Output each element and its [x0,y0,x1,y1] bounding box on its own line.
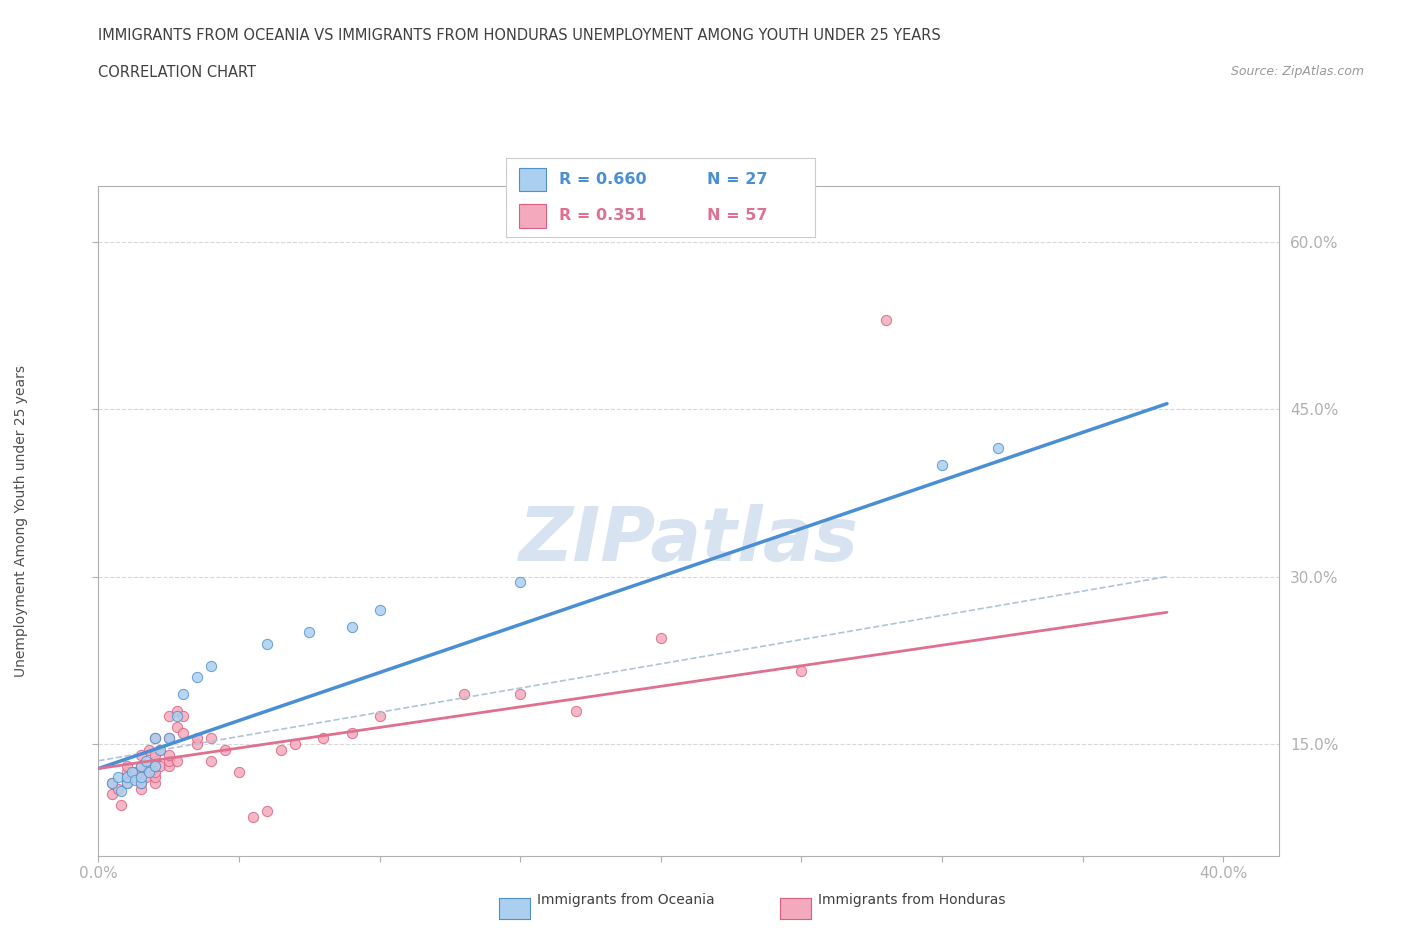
Point [875,312,897,327]
Point [124,764,146,779]
Point [166,720,188,735]
Text: R = 0.660: R = 0.660 [558,172,647,187]
Point [650,631,672,645]
Point [157,748,180,763]
Point [124,772,146,787]
Point [987,441,1010,456]
Point [200,731,222,746]
Bar [519,204,547,228]
Point [101,787,124,802]
Point [143,776,166,790]
Point [172,686,194,701]
Point [115,759,138,774]
Point [138,759,160,774]
Point [228,764,250,779]
Point [115,770,138,785]
Point [143,770,166,785]
Point [143,748,166,763]
Point [107,770,129,785]
Point [143,731,166,746]
Point [284,737,307,751]
Point [166,753,188,768]
Point [129,776,152,790]
Point [340,725,363,740]
Point [509,575,531,590]
Text: Unemployment Among Youth under 25 years: Unemployment Among Youth under 25 years [14,365,28,677]
Point [270,742,292,757]
Point [157,753,180,768]
Point [129,759,152,774]
Point [129,764,152,779]
Point [340,619,363,634]
Point [129,748,152,763]
Text: R = 0.351: R = 0.351 [558,208,647,223]
Point [790,664,813,679]
Point [565,703,588,718]
Bar [519,167,547,192]
Point [143,731,166,746]
Point [256,804,278,818]
Point [129,781,152,796]
Point [298,625,321,640]
Point [101,776,124,790]
Point [129,770,152,785]
Point [172,725,194,740]
Point [214,742,236,757]
Point [453,686,475,701]
Point [115,776,138,790]
Point [157,759,180,774]
Point [312,731,335,746]
Text: Immigrants from Honduras: Immigrants from Honduras [818,893,1005,907]
Point [157,731,180,746]
Point [101,776,124,790]
Point [256,636,278,651]
Text: N = 57: N = 57 [707,208,768,223]
Point [143,753,166,768]
Text: IMMIGRANTS FROM OCEANIA VS IMMIGRANTS FROM HONDURAS UNEMPLOYMENT AMONG YOUTH UND: IMMIGRANTS FROM OCEANIA VS IMMIGRANTS FR… [98,28,941,43]
Text: N = 27: N = 27 [707,172,768,187]
Point [138,764,160,779]
Point [186,737,208,751]
Point [509,686,531,701]
Point [121,770,143,785]
Point [157,709,180,724]
Point [129,759,152,774]
Point [166,709,188,724]
Text: Immigrants from Oceania: Immigrants from Oceania [537,893,714,907]
Point [172,709,194,724]
Point [135,770,157,785]
Point [138,742,160,757]
Text: Source: ZipAtlas.com: Source: ZipAtlas.com [1230,65,1364,78]
Point [200,658,222,673]
Point [149,742,172,757]
Point [200,753,222,768]
Point [143,764,166,779]
Point [149,759,172,774]
Point [368,603,391,618]
Point [186,731,208,746]
Text: ZIPatlas: ZIPatlas [519,504,859,578]
Point [115,776,138,790]
Point [143,759,166,774]
Point [107,781,129,796]
Point [115,770,138,785]
Point [186,670,208,684]
Point [129,770,152,785]
Point [368,709,391,724]
Point [115,764,138,779]
Point [242,809,264,824]
Point [143,759,166,774]
Point [149,742,172,757]
Point [110,798,132,813]
Point [121,764,143,779]
Point [157,731,180,746]
Point [931,458,953,472]
Point [135,753,157,768]
Text: CORRELATION CHART: CORRELATION CHART [98,65,256,80]
Point [110,783,132,798]
Point [129,776,152,790]
Point [166,703,188,718]
